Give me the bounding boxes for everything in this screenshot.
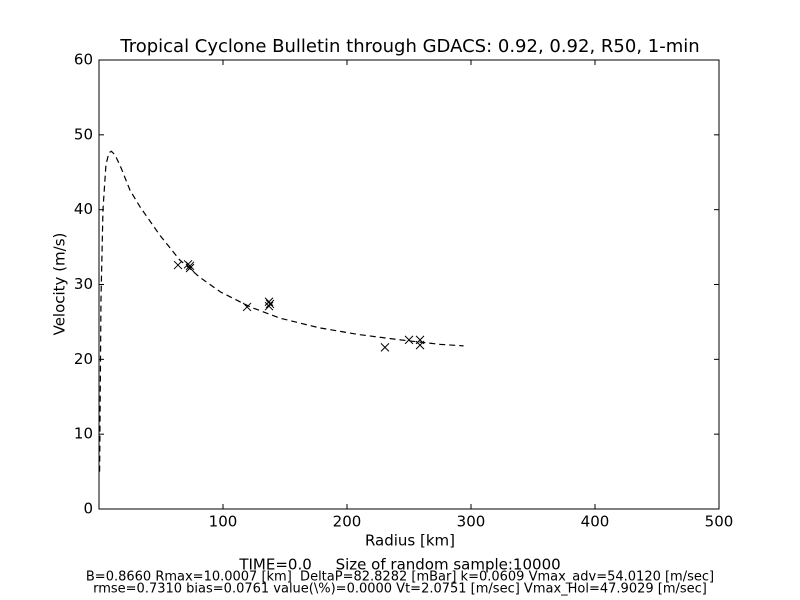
x-tick-label: 300: [457, 513, 486, 531]
footer-line: B=0.8660 Rmax=10.0007 [km] DeltaP=82.828…: [86, 570, 714, 585]
x-marker: [265, 299, 275, 309]
y-tick-label: 10: [74, 425, 93, 443]
footer-line: rmse=0.7310 bias=0.0761 value(\%)=0.0000…: [93, 582, 707, 597]
x-marker: [380, 343, 390, 352]
x-tick-label: 100: [209, 513, 238, 531]
plot-frame: [98, 59, 720, 510]
y-tick-label: 20: [74, 350, 93, 368]
y-tick-label: 30: [74, 275, 93, 293]
chart-title: Tropical Cyclone Bulletin through GDACS:…: [119, 36, 699, 57]
footer-line: TIME=0.0 Size of random sample:10000: [238, 556, 560, 574]
x-marker: [264, 301, 274, 311]
y-tick-label: 50: [74, 125, 93, 143]
x-tick-label: 500: [705, 513, 734, 531]
x-tick-label: 400: [581, 513, 610, 531]
y-tick-label: 0: [83, 500, 93, 518]
y-tick-label: 60: [74, 51, 93, 69]
x-marker: [404, 335, 414, 345]
x-axis-label: Radius [km]: [365, 532, 455, 550]
x-tick-label: 200: [333, 513, 362, 531]
x-marker: [185, 263, 195, 273]
curve: [99, 150, 464, 472]
x-marker: [185, 261, 195, 271]
x-marker: [264, 297, 274, 307]
y-tick-label: 40: [74, 200, 93, 218]
x-marker: [173, 260, 183, 270]
y-axis-label: Velocity (m/s): [51, 233, 69, 336]
